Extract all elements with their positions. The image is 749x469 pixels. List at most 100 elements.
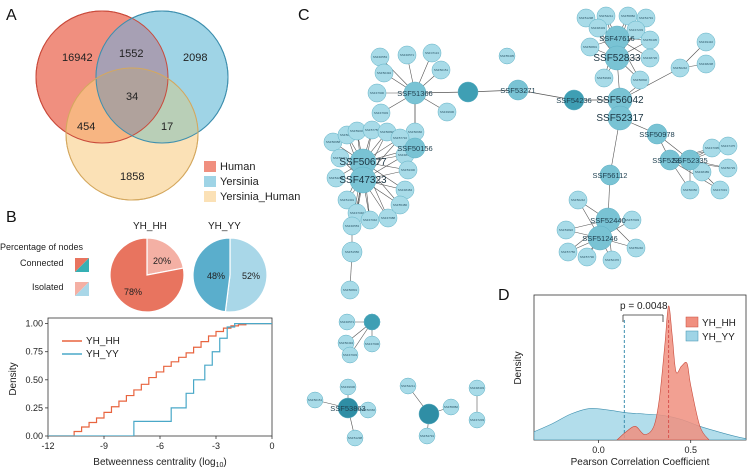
network-node-ssf52833: SSF52833 — [593, 45, 641, 71]
network-node-label: SSF47903 — [343, 353, 358, 357]
network-node-label: SSF51246 — [582, 234, 617, 243]
network-node: SSF47203 — [468, 411, 486, 429]
network-node-label: SSF47203 — [470, 418, 485, 422]
legend-swatch-yersinia — [204, 176, 216, 187]
network-node-circle — [404, 137, 426, 159]
cdf-legend-yy: YH_YY — [86, 349, 119, 360]
network-node-label: SSF54791 — [639, 16, 654, 20]
network-node-label: SSF56042 — [596, 95, 644, 106]
network-node-label: SSF55882 — [444, 405, 459, 409]
pie-title-yh-hh: YH_HH — [133, 221, 167, 232]
network-node-circle — [599, 164, 621, 186]
network-node-circle — [468, 379, 486, 397]
density-xtick-label: 0.5 — [684, 445, 697, 455]
network-node-label: SSF56894 — [380, 130, 395, 134]
network-nodes: SSF46553 SSF46571 SSF47113 SSF50494 SSF47900… — [306, 6, 738, 447]
network-node-circle — [371, 103, 391, 123]
network-node-label: SSF46571 — [340, 320, 355, 324]
network-node: SSF57903 — [622, 210, 642, 230]
network-node: SSF46571 — [338, 313, 356, 331]
network-node: SSF56801 — [580, 37, 600, 57]
network-node-label: SSF52833 — [593, 53, 641, 64]
network-node-circle — [626, 20, 646, 40]
pie-legend-connected: Connected — [20, 258, 64, 268]
density-legend-swatch-yy — [685, 330, 699, 342]
cdf-xtick-label: 0 — [269, 441, 274, 451]
network-node-circle — [640, 48, 660, 68]
venn-count-human-yh: 454 — [77, 121, 95, 133]
network-node-label: SSF50666 — [408, 130, 423, 134]
pie-yy-connected-slice — [192, 237, 231, 313]
cdf-ytick-label: 1.00 — [25, 319, 43, 329]
network-node: SSF46553 — [370, 47, 390, 67]
legend-swatch-yersinia-human — [204, 191, 216, 202]
cdf-xtick-label: -9 — [100, 441, 108, 451]
network-node-circle — [498, 47, 516, 65]
venn-count-yersinia-yh: 17 — [161, 121, 173, 133]
network-node-label: SSF56112 — [593, 171, 628, 180]
network-node-label: SSF51556 — [345, 250, 360, 254]
pie-legend-title: Percentage of nodes — [0, 242, 84, 252]
network-node-label: SSF57756 — [365, 128, 380, 132]
network-node-label: SSF50151 — [308, 398, 323, 402]
cdf-ytick-label: 0.75 — [25, 347, 43, 357]
network-node: SSF56802 — [630, 70, 650, 90]
network-node-label: SSF52327 — [652, 156, 687, 165]
network-node-label: SSF47475 — [721, 144, 736, 148]
network-node-label: SSF53863 — [330, 404, 365, 413]
network-node: SSF48489 — [692, 162, 712, 182]
density-ylabel: Density — [513, 351, 524, 384]
network-node-label: SSF46553 — [373, 55, 388, 59]
network-node-circle — [577, 247, 597, 267]
network-node-label: SSF57790 — [580, 255, 595, 259]
network-node-label: SSF52317 — [596, 113, 644, 124]
pie-hh-isolated-slice — [146, 237, 185, 276]
network-node-circle — [326, 168, 346, 188]
cdf-legend-hh: YH_HH — [86, 336, 120, 347]
network-node-label: SSF47323 — [339, 175, 387, 186]
network-node: SSF55405 — [498, 47, 516, 65]
network-node: SSF50494 — [374, 63, 394, 83]
network-node-circle — [422, 43, 442, 63]
network-node-circle — [378, 208, 398, 228]
network-node-circle — [349, 166, 377, 194]
network-node-dark — [418, 403, 440, 425]
network-node: SSF47903 — [341, 346, 359, 364]
pie-yh-yy — [192, 237, 268, 313]
network-node-label: SSF56771 — [333, 156, 348, 160]
network-node-circle — [680, 180, 700, 200]
legend-swatch-human — [204, 161, 216, 172]
network-node-label: SSF48403 — [591, 26, 606, 30]
network-node-circle — [337, 397, 359, 419]
cdf-axes: -12 -9 -6 -3 0 0.00 0.25 0.50 0.75 1.00 — [25, 319, 274, 451]
cdf-ytick-label: 0.00 — [25, 431, 43, 441]
network-node: SSF55240 — [626, 238, 646, 258]
network-node-circle — [341, 241, 363, 263]
network-node-circle — [580, 37, 600, 57]
network-node-label: SSF47900 — [370, 91, 385, 95]
network-node-circle — [558, 242, 578, 262]
venn-legend: Human Yersinia Yersinia_Human — [204, 161, 300, 203]
network-node-circle — [363, 335, 381, 353]
network-node-label: SSF55882 — [621, 14, 636, 18]
network-node-circle — [630, 70, 650, 90]
panel-b-label: B — [6, 209, 17, 226]
network-node-circle — [390, 195, 410, 215]
network-node-label: SSF57716 — [393, 136, 408, 140]
network-node-label: SSF57756 — [561, 250, 576, 254]
network-node-label: SSF49606 — [440, 110, 455, 114]
network-node: SSF57790 — [577, 247, 597, 267]
network-node-label: SSF48726 — [643, 56, 658, 60]
network-node-circle — [390, 128, 410, 148]
network-node: SSF55882 — [442, 398, 460, 416]
network-node-label: SSF51366 — [397, 89, 432, 98]
network-node-label: SSF50494 — [377, 71, 392, 75]
cdf-ylabel: Density — [8, 362, 19, 395]
network-node: SSF46553 — [342, 216, 362, 236]
network-node: SSF53649 — [594, 68, 614, 88]
network-node: SSF50729 — [718, 158, 738, 178]
network-node: SSF48238 — [696, 54, 716, 74]
network-node-circle — [710, 180, 730, 200]
network-node: SSF50151 — [431, 60, 451, 80]
pie-yh-hh — [109, 237, 185, 313]
